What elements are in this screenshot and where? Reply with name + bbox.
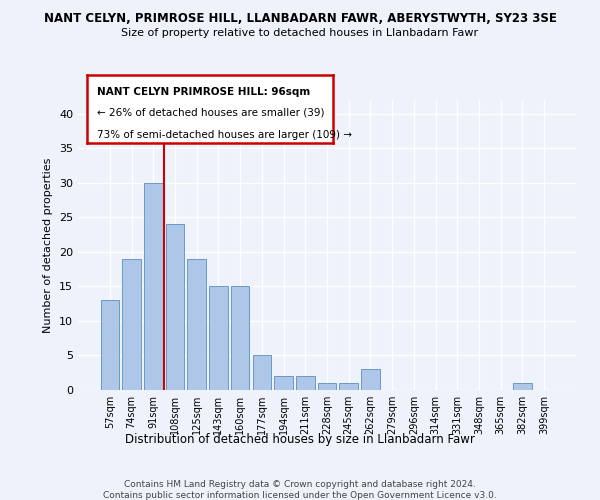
Bar xyxy=(231,286,250,390)
Bar xyxy=(101,300,119,390)
Text: Distribution of detached houses by size in Llanbadarn Fawr: Distribution of detached houses by size … xyxy=(125,432,475,446)
Text: 73% of semi-detached houses are larger (109) →: 73% of semi-detached houses are larger (… xyxy=(97,130,352,140)
Bar xyxy=(340,383,358,390)
Bar xyxy=(122,259,141,390)
Bar xyxy=(144,183,163,390)
Text: Size of property relative to detached houses in Llanbadarn Fawr: Size of property relative to detached ho… xyxy=(121,28,479,38)
Text: NANT CELYN PRIMROSE HILL: 96sqm: NANT CELYN PRIMROSE HILL: 96sqm xyxy=(97,87,310,97)
Bar xyxy=(318,383,336,390)
Bar xyxy=(253,356,271,390)
Text: Contains public sector information licensed under the Open Government Licence v3: Contains public sector information licen… xyxy=(103,491,497,500)
Bar xyxy=(187,259,206,390)
Text: ← 26% of detached houses are smaller (39): ← 26% of detached houses are smaller (39… xyxy=(97,108,325,118)
Text: NANT CELYN, PRIMROSE HILL, LLANBADARN FAWR, ABERYSTWYTH, SY23 3SE: NANT CELYN, PRIMROSE HILL, LLANBADARN FA… xyxy=(44,12,556,26)
Text: Contains HM Land Registry data © Crown copyright and database right 2024.: Contains HM Land Registry data © Crown c… xyxy=(124,480,476,489)
Y-axis label: Number of detached properties: Number of detached properties xyxy=(43,158,53,332)
Bar xyxy=(209,286,227,390)
Bar xyxy=(166,224,184,390)
Bar xyxy=(296,376,314,390)
Bar xyxy=(274,376,293,390)
Bar xyxy=(513,383,532,390)
Bar xyxy=(361,370,380,390)
